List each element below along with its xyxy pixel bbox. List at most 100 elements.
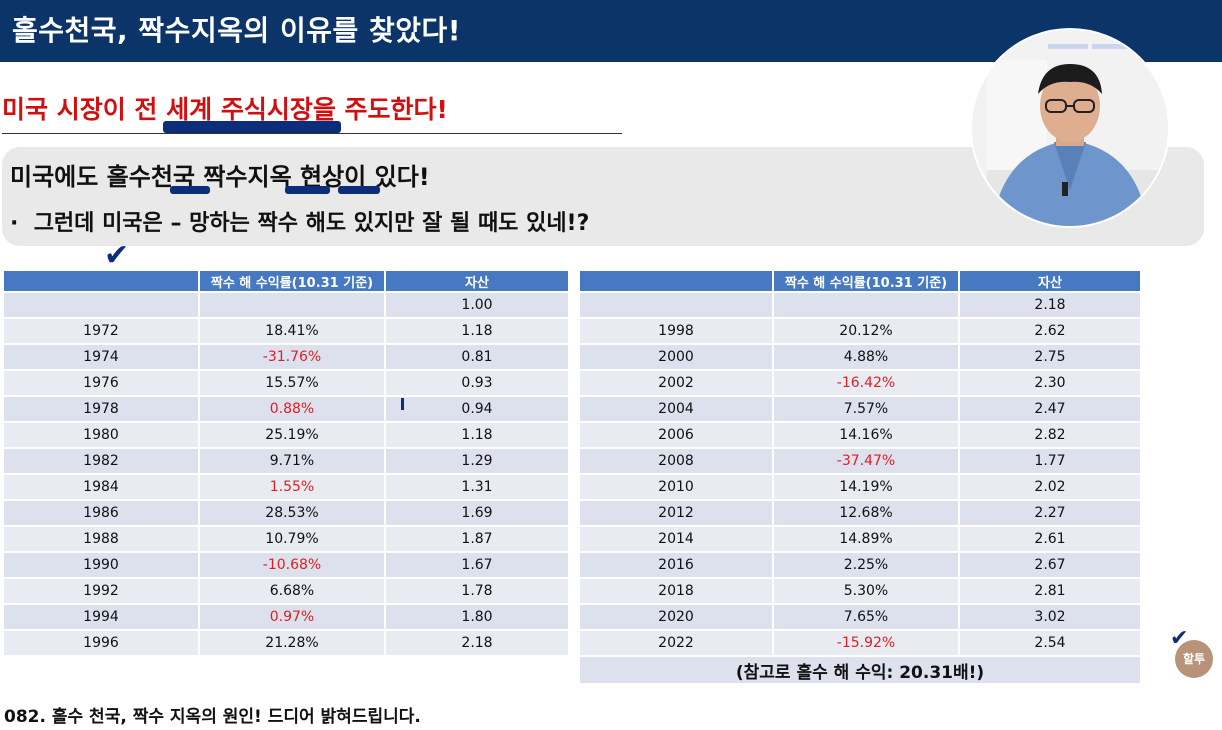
return-cell: -16.42% (774, 371, 958, 395)
table-row: 2020 7.65% 3.02 (580, 605, 1140, 629)
year-cell: 2014 (580, 527, 772, 551)
asset-cell: 2.75 (960, 345, 1140, 369)
year-cell: 2022 (580, 631, 772, 655)
return-cell: -10.68% (200, 553, 384, 577)
return-cell: 20.12% (774, 319, 958, 343)
asset-cell: 2.81 (960, 579, 1140, 603)
year-cell: 1974 (4, 345, 198, 369)
bullet-text: 그런데 미국은 – 망하는 짝수 해도 있지만 잘 될 때도 있네!? (33, 211, 590, 236)
table-row: 1980 25.19% 1.18 (4, 423, 568, 447)
asset-cell: 1.69 (386, 501, 568, 525)
return-cell: -31.76% (200, 345, 384, 369)
return-cell: 6.68% (200, 579, 384, 603)
return-header: 짝수 해 수익률(10.31 기준) (200, 271, 384, 291)
return-cell: 7.65% (774, 605, 958, 629)
slide-subtitle: 미국 시장이 전 세계 주식시장을 주도한다! (2, 95, 448, 124)
return-cell: 5.30% (774, 579, 958, 603)
return-cell (774, 293, 958, 317)
callout-bullet-text: · 그런데 미국은 – 망하는 짝수 해도 있지만 잘 될 때도 있네!? (10, 205, 589, 237)
year-cell: 2008 (580, 449, 772, 473)
return-cell: 0.88% (200, 397, 384, 421)
year-cell: 1990 (4, 553, 198, 577)
table-row: 2016 2.25% 2.67 (580, 553, 1140, 577)
table-row: 2010 14.19% 2.02 (580, 475, 1140, 499)
return-cell: 4.88% (774, 345, 958, 369)
return-cell: -15.92% (774, 631, 958, 655)
table-row: 1990 -10.68% 1.67 (4, 553, 568, 577)
year-cell: 1980 (4, 423, 198, 447)
asset-cell: 1.80 (386, 605, 568, 629)
return-cell: 14.19% (774, 475, 958, 499)
asset-cell: 1.77 (960, 449, 1140, 473)
table-row: 2006 14.16% 2.82 (580, 423, 1140, 447)
table-row: 1.00 (4, 293, 568, 317)
return-cell: 9.71% (200, 449, 384, 473)
presenter-image (972, 30, 1168, 226)
footnote: (참고로 홀수 해 수익: 20.31배!) (580, 657, 1140, 683)
asset-cell: 0.94 (386, 397, 568, 421)
table-row: 1996 21.28% 2.18 (4, 631, 568, 655)
return-cell: 28.53% (200, 501, 384, 525)
left-returns-table: 짝수 해 수익률(10.31 기준) 자산 1.00 1972 18.41% 1.1… (2, 269, 570, 657)
return-cell: 1.55% (200, 475, 384, 499)
footnote-row: (참고로 홀수 해 수익: 20.31배!) (580, 657, 1140, 683)
year-cell (580, 293, 772, 317)
asset-header: 자산 (386, 271, 568, 291)
asset-cell: 1.78 (386, 579, 568, 603)
year-cell: 2004 (580, 397, 772, 421)
return-header: 짝수 해 수익률(10.31 기준) (774, 271, 958, 291)
table-row: 2000 4.88% 2.75 (580, 345, 1140, 369)
table-row: 2004 7.57% 2.47 (580, 397, 1140, 421)
year-cell: 1998 (580, 319, 772, 343)
asset-cell: 2.27 (960, 501, 1140, 525)
return-cell: 12.68% (774, 501, 958, 525)
year-cell: 2006 (580, 423, 772, 447)
return-cell (200, 293, 384, 317)
table-header-row: 짝수 해 수익률(10.31 기준) 자산 (4, 271, 568, 291)
year-cell: 1984 (4, 475, 198, 499)
table-row: 2002 -16.42% 2.30 (580, 371, 1140, 395)
asset-cell: 2.18 (386, 631, 568, 655)
asset-cell: 1.87 (386, 527, 568, 551)
table-header-row: 짝수 해 수익률(10.31 기준) 자산 (580, 271, 1140, 291)
asset-cell: 1.18 (386, 319, 568, 343)
year-cell (4, 293, 198, 317)
return-cell: -37.47% (774, 449, 958, 473)
year-cell: 2002 (580, 371, 772, 395)
asset-cell: 3.02 (960, 605, 1140, 629)
divider (2, 133, 622, 134)
year-header (580, 271, 772, 291)
return-cell: 15.57% (200, 371, 384, 395)
asset-cell: 1.31 (386, 475, 568, 499)
asset-cell: 2.67 (960, 553, 1140, 577)
pen-mark (401, 398, 404, 410)
highlight-underline (338, 186, 380, 194)
asset-cell: 1.18 (386, 423, 568, 447)
return-cell: 2.25% (774, 553, 958, 577)
asset-cell: 0.93 (386, 371, 568, 395)
year-cell: 2000 (580, 345, 772, 369)
webcam-presenter (970, 28, 1170, 228)
year-cell: 1976 (4, 371, 198, 395)
asset-cell: 2.82 (960, 423, 1140, 447)
year-cell: 1972 (4, 319, 198, 343)
table-row: 2008 -37.47% 1.77 (580, 449, 1140, 473)
slide-title: 홀수천국, 짝수지옥의 이유를 찾았다! (12, 14, 462, 47)
right-returns-table: 짝수 해 수익률(10.31 기준) 자산 2.18 1998 20.12% 2.6… (578, 269, 1142, 685)
asset-cell: 1.67 (386, 553, 568, 577)
return-cell: 10.79% (200, 527, 384, 551)
year-cell: 1986 (4, 501, 198, 525)
year-cell: 2020 (580, 605, 772, 629)
year-cell: 1992 (4, 579, 198, 603)
table-row: 2012 12.68% 2.27 (580, 501, 1140, 525)
asset-cell: 2.54 (960, 631, 1140, 655)
return-cell: 25.19% (200, 423, 384, 447)
table-row: 1974 -31.76% 0.81 (4, 345, 568, 369)
return-cell: 7.57% (774, 397, 958, 421)
table-row: 2014 14.89% 2.61 (580, 527, 1140, 551)
table-row: 2.18 (580, 293, 1140, 317)
asset-cell: 2.61 (960, 527, 1140, 551)
asset-cell: 2.47 (960, 397, 1140, 421)
table-row: 1988 10.79% 1.87 (4, 527, 568, 551)
year-cell: 1988 (4, 527, 198, 551)
